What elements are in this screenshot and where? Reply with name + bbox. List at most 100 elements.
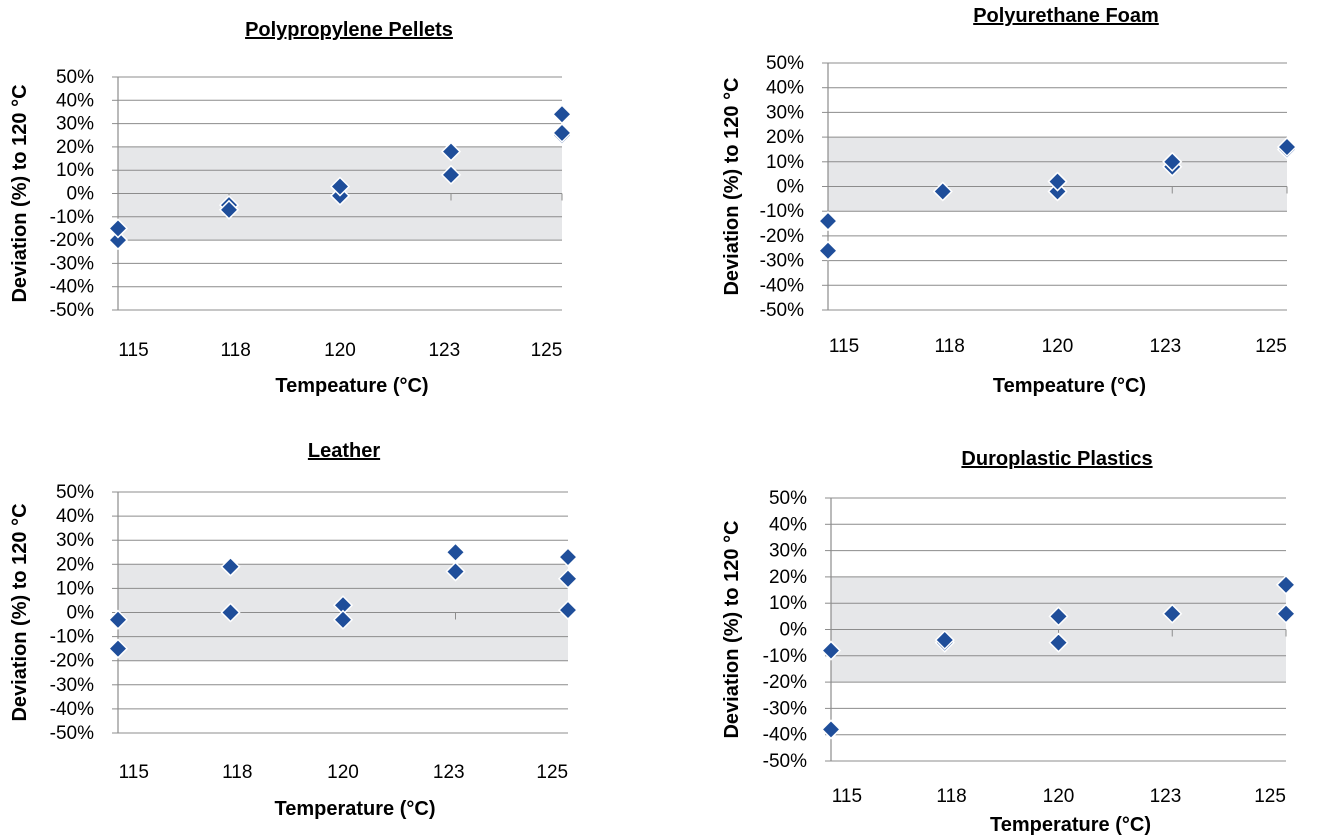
x-tick-label: 115	[118, 340, 148, 361]
data-point	[329, 176, 351, 197]
data-point	[1162, 151, 1183, 172]
x-tick-label: 123	[1150, 786, 1182, 807]
y-tick-label: 50%	[769, 488, 807, 509]
y-tick-label: -10%	[760, 201, 804, 222]
y-tick-label: -30%	[50, 253, 94, 274]
y-tick-label: -10%	[763, 646, 807, 667]
x-tick-label: 115	[829, 336, 859, 357]
x-tick-label: 118	[934, 336, 964, 357]
y-tick-label: -20%	[760, 226, 804, 247]
data-point	[1048, 632, 1069, 653]
x-tick-label: 123	[1150, 336, 1182, 357]
data-point	[1048, 606, 1069, 627]
y-tick-label: 0%	[67, 603, 95, 624]
y-tick-label: -50%	[760, 300, 804, 321]
data-point	[1047, 171, 1068, 192]
y-tick-label: 10%	[769, 593, 807, 614]
y-tick-label: 40%	[56, 90, 94, 111]
data-point	[220, 602, 241, 623]
y-tick-label: -50%	[50, 723, 94, 744]
data-point	[107, 609, 129, 630]
data-point	[107, 218, 129, 239]
x-tick-label: 115	[119, 762, 149, 783]
y-tick-label: -10%	[50, 627, 94, 648]
x-tick-label: 125	[531, 340, 563, 361]
data-point	[1275, 574, 1297, 595]
y-tick-label: 30%	[56, 114, 94, 135]
chart-panel-3: 50% 40% 30% 20% 10% 0% -10% -20% -30% -40% -50% 115…	[9, 440, 579, 820]
y-tick-label: 0%	[780, 620, 808, 641]
y-tick-label: 40%	[769, 514, 807, 535]
data-point	[557, 600, 579, 621]
y-tick-label: 0%	[67, 184, 95, 205]
data-point	[551, 104, 573, 125]
y-tick-label: 10%	[56, 160, 94, 181]
data-point	[1162, 603, 1183, 624]
data-point	[445, 542, 466, 563]
data-point	[440, 141, 462, 162]
y-axis-label: Deviation (%) to 120 °C	[721, 77, 743, 295]
y-tick-label: -40%	[50, 699, 94, 720]
y-tick-label: 20%	[56, 554, 94, 575]
y-tick-label: -20%	[50, 651, 94, 672]
x-tick-label: 118	[222, 762, 252, 783]
data-point	[440, 164, 462, 185]
y-axis-label: Deviation (%) to 120 °C	[721, 520, 743, 738]
x-tick-label: 118	[936, 786, 966, 807]
data-point	[332, 609, 354, 630]
x-axis-label: Temperature (°C)	[275, 798, 436, 820]
data-point	[107, 230, 129, 251]
x-axis-label: Temperature (°C)	[990, 814, 1151, 836]
data-point	[220, 556, 241, 577]
y-tick-label: -40%	[760, 275, 804, 296]
data-point	[1275, 603, 1297, 624]
x-tick-label: 123	[433, 762, 465, 783]
data-point	[445, 561, 466, 582]
chart-title: Polyurethane Foam	[973, 5, 1159, 27]
data-point	[557, 568, 579, 589]
y-tick-label: 50%	[56, 67, 94, 88]
x-tick-label: 125	[1255, 336, 1287, 357]
x-tick-label: 120	[324, 340, 356, 361]
data-point	[932, 181, 953, 202]
x-axis-label: Tempeature (°C)	[275, 375, 428, 397]
chart-panel-1: 50%40% 30%20%10% 0%-10%-20%-30% -40%-50% 115…	[9, 19, 573, 397]
chart-title: Leather	[308, 440, 380, 462]
y-tick-label: -50%	[763, 751, 807, 772]
x-tick-label: 120	[327, 762, 359, 783]
x-tick-label: 118	[221, 340, 251, 361]
y-tick-label: 10%	[56, 578, 94, 599]
data-point	[934, 629, 955, 651]
data-point	[1276, 136, 1298, 158]
data-point	[557, 547, 579, 568]
data-point	[817, 240, 839, 261]
chart-panel-2: 50% 40% 30% 20% 10% 0% -10% -20% -30% -40% -50% 115…	[721, 5, 1298, 397]
y-tick-label: 50%	[766, 53, 804, 74]
chart-title: Polypropylene Pellets	[245, 19, 453, 41]
y-tick-label: -20%	[763, 672, 807, 693]
data-point	[218, 199, 240, 220]
data-point	[551, 122, 573, 143]
x-tick-label: 120	[1042, 336, 1074, 357]
y-tick-label: 30%	[56, 530, 94, 551]
y-tick-label: 30%	[769, 541, 807, 562]
y-tick-label: 20%	[56, 137, 94, 158]
y-tick-label: 50%	[56, 482, 94, 503]
x-tick-label: 120	[1043, 786, 1075, 807]
y-tick-label: 40%	[56, 506, 94, 527]
y-tick-label: -20%	[50, 230, 94, 251]
y-tick-label: -40%	[50, 277, 94, 298]
y-tick-label: -30%	[760, 251, 804, 272]
x-tick-label: 115	[832, 786, 862, 807]
data-point	[820, 640, 842, 661]
y-tick-label: -30%	[763, 698, 807, 719]
y-tick-label: -30%	[50, 675, 94, 696]
x-tick-label: 125	[536, 762, 568, 783]
y-tick-label: 30%	[766, 102, 804, 123]
y-tick-label: -50%	[50, 300, 94, 321]
x-tick-label: 125	[1254, 786, 1286, 807]
y-tick-label: 20%	[766, 127, 804, 148]
data-point	[107, 638, 129, 659]
y-tick-label: -10%	[50, 207, 94, 228]
